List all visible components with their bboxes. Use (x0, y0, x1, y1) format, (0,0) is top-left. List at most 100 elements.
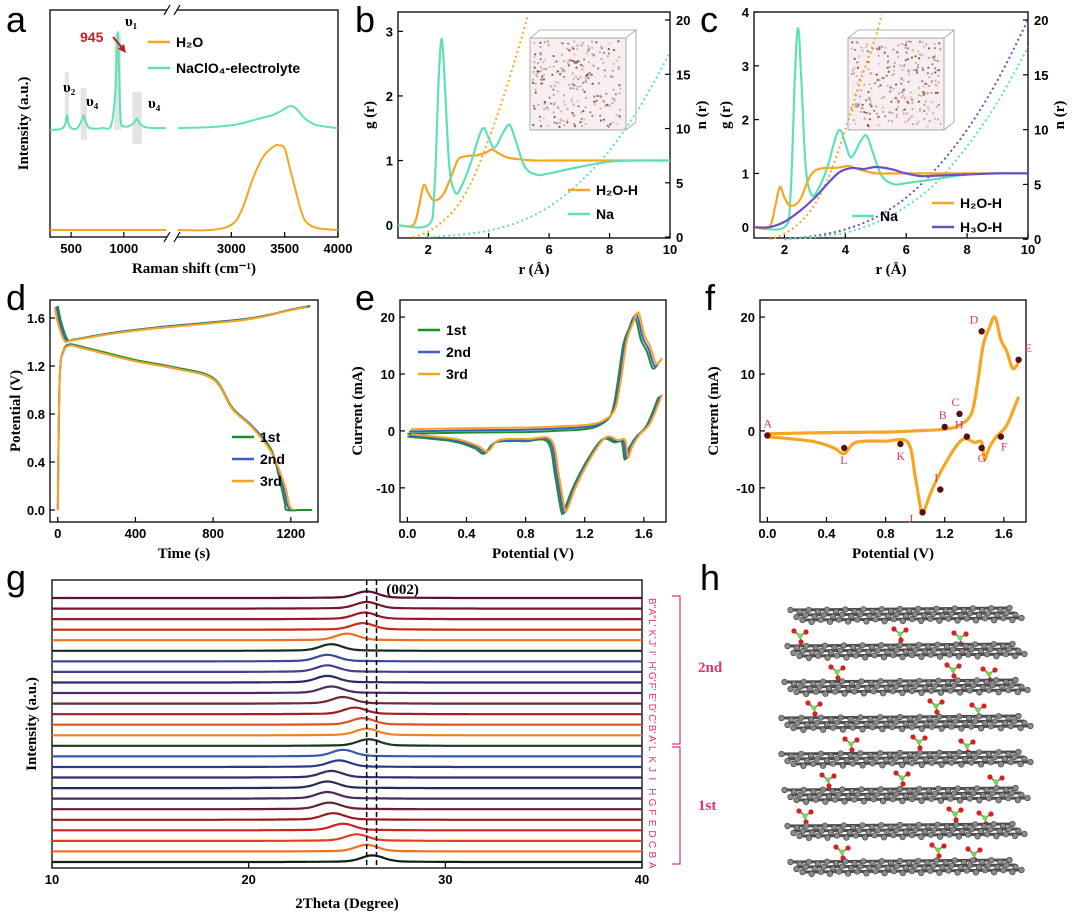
chart-b-simbox-atom (552, 93, 555, 97)
chart-g-series-label: G (646, 799, 657, 807)
graphene-carbon-atom (896, 641, 904, 649)
graphene-carbon-atom (938, 725, 945, 732)
graphene-carbon-atom (988, 605, 995, 612)
graphene-carbon-atom (908, 615, 916, 623)
chart-g-pattern-14 (52, 738, 642, 747)
graphene-carbon-atom (855, 827, 863, 834)
chart-c-simbox-atom (864, 46, 868, 49)
chart-a-band-0 (64, 72, 69, 124)
graphene-carbon-atom (817, 750, 825, 757)
chart-c-simbox-atom (924, 91, 927, 94)
chart-d: 0 400 800 1200 0.0 0.4 0.8 1.2 1.6 Time (s) Potent… (8, 299, 319, 562)
chart-c-simbox-atom (895, 83, 898, 86)
clo4-chlorine-atom (986, 671, 992, 677)
clo4-oxygen-atom (946, 806, 952, 812)
chart-a-break-mask-top (167, 6, 177, 14)
graphene-carbon-atom (840, 822, 847, 829)
clo4-oxygen-atom (987, 774, 993, 780)
chart-b-simbox-atom (581, 125, 584, 128)
chart-d-xtick-label: 400 (125, 526, 147, 541)
chart-g-pattern-9 (51, 685, 642, 695)
chart-g-series-label: B" (646, 598, 657, 609)
clo4-chlorine-atom (825, 777, 831, 783)
clo4-oxygen-atom (976, 810, 982, 816)
graphene-carbon-atom (840, 642, 847, 649)
chart-f-point-K (897, 440, 904, 448)
chart-c-simbox-atom (937, 81, 940, 84)
chart-c-ytick-label: 0 (742, 220, 749, 235)
graphene-carbon-atom (798, 714, 805, 721)
graphene-carbon-atom (983, 651, 991, 658)
chart-c-simbox-atom (850, 47, 853, 50)
graphene-carbon-atom (880, 834, 888, 841)
graphene-carbon-atom (860, 690, 868, 697)
chart-c-simbox-atom (850, 106, 853, 109)
chart-g-pattern-3 (52, 621, 642, 631)
chart-c-simbox-atom (911, 101, 914, 104)
chart-b-simbox-atom (603, 51, 606, 54)
graphene-carbon-atom (896, 821, 904, 829)
graphene-carbon-atom (833, 755, 841, 762)
chart-g-series-label: B (646, 851, 657, 858)
chart-g-series-label: D' (646, 704, 657, 713)
graphene-carbon-atom (898, 725, 906, 733)
chart-g-series-label: L (646, 746, 657, 752)
chart-c-simbox-atom (909, 96, 912, 99)
chart-c-simbox-atom (904, 59, 907, 62)
chart-b-simbox-atom (587, 77, 590, 80)
chart-c-ytick-label: 1 (742, 166, 749, 181)
graphene-carbon-atom (784, 642, 791, 650)
chart-f-ytick-label: 20 (741, 310, 755, 325)
chart-b-xtick-label: 2 (425, 242, 432, 257)
chart-b-simbox-atom (543, 100, 547, 104)
chart-b-simbox-atom (581, 42, 585, 45)
chart-g-series-label: J (646, 767, 657, 772)
chart-b-simbox-atom (543, 67, 546, 71)
graphene-carbon-atom (993, 677, 1000, 684)
chart-b-simbox-atom (568, 49, 571, 52)
chart-c-y2tick-label: 10 (1034, 123, 1048, 138)
graphene-carbon-atom (916, 749, 923, 756)
chart-b-simbox-atom (563, 100, 566, 103)
chart-b-simbox-atom (611, 75, 614, 78)
clo4-oxygen-atom (944, 662, 950, 668)
graphene-carbon-atom (799, 868, 806, 876)
graphene-carbon-atom (843, 654, 850, 661)
graphene-carbon-atom (796, 832, 803, 840)
chart-c-simbox-atom (877, 124, 880, 127)
graphene-carbon-atom (877, 714, 884, 721)
chart-b-simbox-atom (571, 112, 574, 115)
chart-b-simbox-atom (611, 121, 614, 124)
graphene-carbon-atom (1017, 724, 1024, 732)
chart-c-simbox-atom (922, 85, 925, 88)
chart-b-simbox-atom (561, 70, 564, 73)
chart-c-simbox-atom (919, 53, 922, 56)
chart-e-cv-cathodic-3rd (410, 394, 664, 513)
graphene-carbon-atom (974, 653, 981, 660)
clo4-oxygen-atom (939, 699, 945, 705)
chart-c-simbox-atom (907, 119, 910, 122)
graphene-carbon-atom (808, 618, 815, 626)
graphene-carbon-atom (915, 605, 922, 612)
chart-g-pattern-8 (52, 674, 642, 684)
graphene-carbon-atom (812, 688, 819, 695)
chart-b-simbox-atom (534, 91, 537, 94)
chart-g-pattern-4 (52, 632, 642, 642)
chart-c-simbox-atom (926, 125, 929, 128)
graphene-carbon-atom (784, 721, 791, 729)
graphene-carbon-atom (973, 785, 981, 792)
chart-b-simbox-atom (616, 123, 619, 126)
chart-b-simbox-atom (561, 68, 565, 71)
chart-c-simbox-atom (916, 66, 920, 69)
graphene-carbon-atom (805, 858, 812, 865)
chart-g-pattern-23 (52, 833, 642, 843)
chart-e-legend-label: 2nd (446, 344, 471, 360)
chart-b-simbox-atom (560, 110, 563, 113)
chart-c-simbox-atom (937, 69, 941, 72)
chart-f-point-C (956, 410, 963, 418)
chart-b-simbox-atom (533, 66, 536, 69)
chart-g-pattern-7 (52, 664, 642, 674)
graphene-carbon-atom (818, 827, 825, 834)
chart-b-y2tick-label: 5 (676, 176, 683, 191)
graphene-carbon-atom (1007, 759, 1014, 766)
